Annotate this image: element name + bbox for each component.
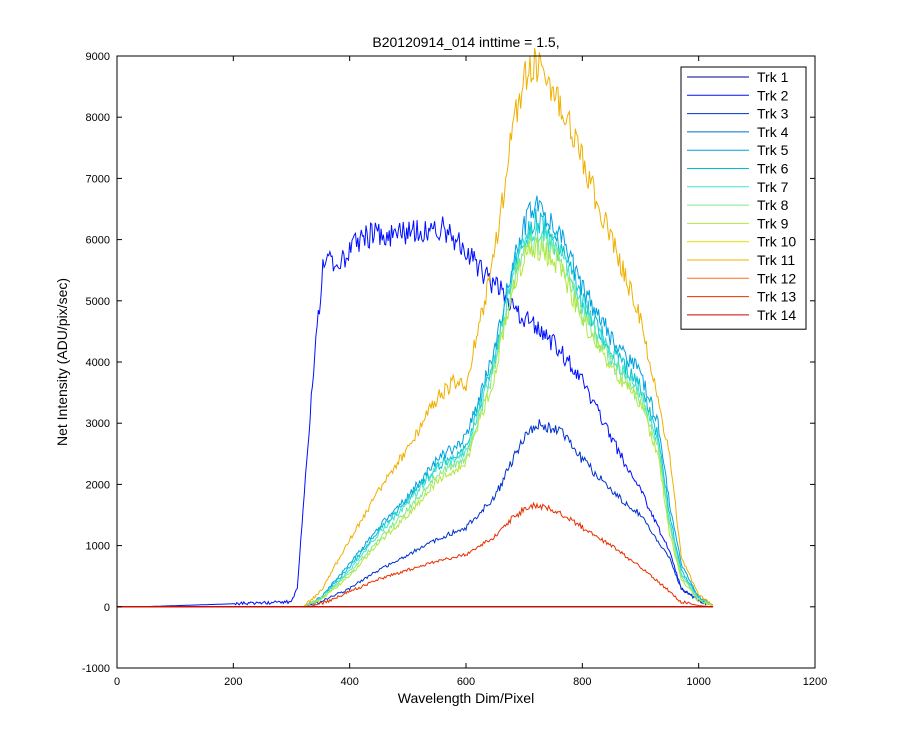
legend-label: Trk 14 (757, 307, 796, 323)
legend-box (680, 66, 807, 330)
y-tick-label: 7000 (86, 173, 110, 185)
legend-label: Trk 6 (757, 161, 789, 177)
legend: Trk 1 Trk 2 Trk 3 Trk 4 Trk 5 Trk 6 Trk 7 Trk 8… (680, 66, 807, 330)
series-line-trk-2 (117, 216, 713, 608)
legend-label: Trk 7 (757, 179, 789, 195)
y-tick-label: 9000 (86, 51, 110, 63)
y-tick-label: 6000 (86, 235, 110, 247)
y-tick-label: 4000 (86, 357, 110, 369)
y-tick-label: 0 (104, 602, 110, 614)
chart-title: B20120914_014 inttime = 1.5, (372, 34, 559, 50)
x-axis-label: Wavelength Dim/Pixel (398, 690, 534, 706)
x-tick-label: 1200 (803, 676, 827, 688)
y-tick-label: -1000 (82, 663, 110, 675)
x-axis: 0 200 400 600 800 1000 1200 (114, 56, 827, 688)
x-tick-label: 800 (573, 676, 591, 688)
x-tick-label: 400 (340, 676, 358, 688)
y-tick-label: 3000 (86, 418, 110, 430)
legend-label: Trk 8 (757, 197, 789, 213)
x-tick-label: 1000 (686, 676, 710, 688)
legend-label: Trk 3 (757, 106, 789, 122)
y-tick-label: 2000 (86, 479, 110, 491)
y-tick-label: 1000 (86, 541, 110, 553)
x-tick-label: 200 (224, 676, 242, 688)
legend-label: Trk 11 (757, 252, 795, 268)
y-tick-label: 8000 (86, 112, 110, 124)
legend-label: Trk 5 (757, 142, 789, 158)
y-axis: -1000 0 1000 2000 3000 4000 5000 6000 7000 8000 90… (82, 51, 815, 675)
legend-label: Trk 4 (757, 124, 789, 140)
legend-label: Trk 9 (757, 215, 789, 231)
legend-label: Trk 10 (757, 234, 796, 250)
legend-label: Trk 1 (757, 69, 789, 85)
y-axis-label: Net Intensity (ADU/pix/sec) (54, 278, 70, 446)
legend-label: Trk 2 (757, 87, 789, 103)
x-tick-label: 600 (457, 676, 475, 688)
x-tick-label: 0 (114, 676, 120, 688)
y-tick-label: 5000 (86, 296, 110, 308)
legend-label: Trk 12 (757, 270, 796, 286)
legend-label: Trk 13 (757, 289, 796, 305)
